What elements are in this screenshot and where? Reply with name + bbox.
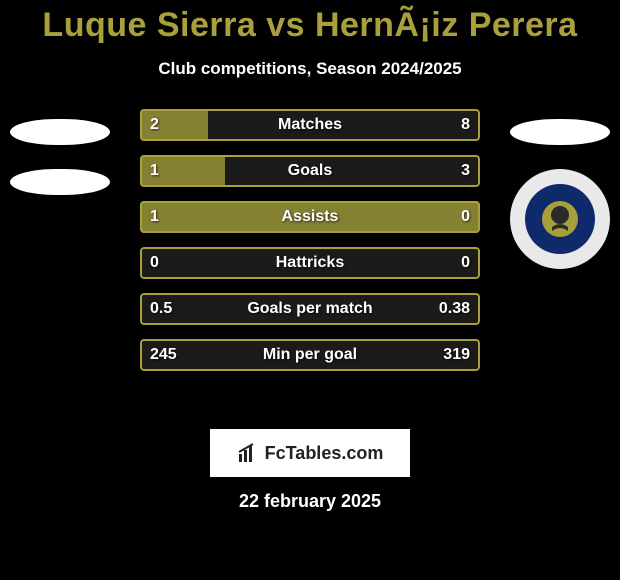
club-badge-icon [540, 199, 580, 239]
brand-text: FcTables.com [265, 443, 384, 464]
brand-box: FcTables.com [210, 429, 410, 477]
player-left-photo-2 [10, 169, 110, 195]
stat-row: 00Hattricks [140, 247, 480, 279]
chart-area: 28Matches 13Goals 10Assists 00Hattricks 0.50… [0, 109, 620, 409]
stat-name: Min per goal [140, 339, 480, 371]
subtitle: Club competitions, Season 2024/2025 [0, 59, 620, 79]
stat-name: Matches [140, 109, 480, 141]
comparison-infographic: Luque Sierra vs HernÃ¡iz Perera Club com… [0, 0, 620, 580]
brand-logo-icon [237, 442, 259, 464]
stats-bars: 28Matches 13Goals 10Assists 00Hattricks 0.50… [140, 109, 480, 385]
club-badge [510, 169, 610, 269]
page-title: Luque Sierra vs HernÃ¡iz Perera [0, 0, 620, 45]
stat-name: Assists [140, 201, 480, 233]
stat-row: 0.50.38Goals per match [140, 293, 480, 325]
club-badge-inner [525, 184, 595, 254]
stat-row: 245319Min per goal [140, 339, 480, 371]
date-text: 22 february 2025 [0, 491, 620, 512]
stat-name: Goals per match [140, 293, 480, 325]
player-left-photo-1 [10, 119, 110, 145]
stat-name: Goals [140, 155, 480, 187]
stat-row: 13Goals [140, 155, 480, 187]
player-right-photo [510, 119, 610, 145]
stat-row: 10Assists [140, 201, 480, 233]
stat-name: Hattricks [140, 247, 480, 279]
stat-row: 28Matches [140, 109, 480, 141]
